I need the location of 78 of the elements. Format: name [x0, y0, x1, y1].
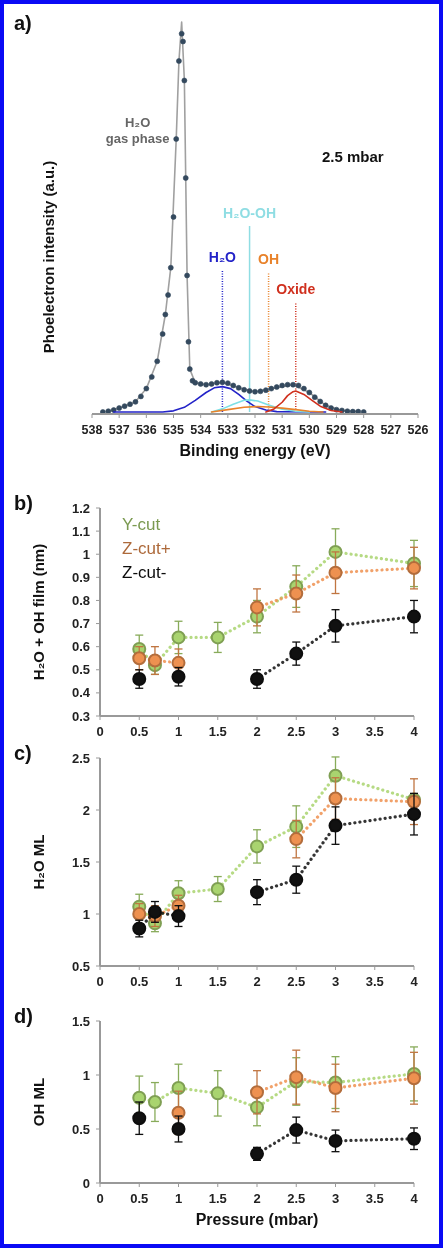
y-tick-label: 0.5 [71, 1121, 90, 1137]
y-tick-label: 1 [82, 906, 90, 922]
chart-title: b) [14, 492, 33, 514]
y-tick-label: 0.4 [71, 685, 91, 701]
x-tick-label: 2 [253, 724, 261, 739]
x-tick-label: 1 [174, 724, 183, 739]
x-tick-label: 3.5 [365, 1191, 384, 1206]
x-tick-label: 3.5 [365, 724, 384, 739]
ref-line-label: H₂O-OH [223, 205, 277, 221]
x-tick-label: 4 [410, 1191, 419, 1206]
x-tick-label: 526 [407, 423, 429, 437]
x-tick-label: 527 [380, 423, 402, 437]
x-tick-label: 529 [326, 423, 347, 437]
x-tick-label: 531 [271, 423, 293, 437]
y-tick-label: 0 [82, 1175, 90, 1191]
x-tick-label: 537 [108, 423, 130, 437]
y-tick-label: 0.5 [71, 662, 90, 678]
y-tick-label: 0.3 [71, 708, 90, 724]
text: Z-cut+ [122, 539, 171, 558]
y-tick-label: 0.9 [71, 569, 90, 585]
x-axis-title: Pressure (mbar) [195, 1211, 319, 1228]
x-tick-label: 532 [244, 423, 266, 437]
x-tick-label: 534 [190, 423, 212, 437]
y-tick-label: 0.6 [71, 639, 90, 655]
y-tick-label: 1 [82, 546, 90, 562]
x-tick-label: 3 [331, 724, 340, 739]
y-tick-label: 1.1 [71, 523, 90, 539]
y-tick-label: 2.5 [71, 750, 90, 766]
y-axis-title: Phoelectron intensity (a.u.) [40, 160, 57, 354]
y-tick-label: 2 [82, 802, 90, 818]
x-axis-title: Binding energy (eV) [179, 442, 331, 459]
chart-title: d) [14, 1005, 33, 1027]
x-tick-label: 1 [174, 974, 183, 989]
ref-line-label: Oxide [276, 281, 316, 297]
x-tick-label: 0 [96, 724, 104, 739]
x-tick-label: 0.5 [130, 1191, 149, 1206]
y-tick-label: 0.7 [71, 616, 90, 632]
x-tick-label: 3 [331, 974, 340, 989]
ref-line-label: H₂O [208, 249, 237, 265]
x-tick-label: 536 [135, 423, 157, 437]
x-tick-label: 0 [96, 974, 104, 989]
x-tick-label: 3 [331, 1191, 340, 1206]
y-axis-title: H₂O + OH film (nm) [30, 543, 47, 681]
y-tick-label: 1.5 [71, 1013, 90, 1029]
y-tick-label: 1 [82, 1067, 90, 1083]
x-tick-label: 1.5 [208, 724, 227, 739]
x-tick-label: 530 [298, 423, 320, 437]
x-tick-label: 2.5 [287, 974, 306, 989]
ref-line-label: OH [258, 251, 280, 267]
chart-title: a) [14, 12, 32, 34]
x-tick-label: 0.5 [130, 724, 149, 739]
y-tick-label: 1.2 [71, 500, 90, 516]
annotation: H₂O gas phase [105, 115, 170, 147]
annotation: 2.5 mbar [321, 148, 384, 166]
y-axis-title: OH ML [30, 1077, 47, 1127]
y-tick-label: 0.5 [71, 958, 90, 974]
x-tick-label: 0.5 [130, 974, 149, 989]
x-tick-label: 1 [174, 1191, 183, 1206]
x-tick-label: 535 [163, 423, 184, 437]
x-tick-label: 533 [217, 423, 239, 437]
x-tick-label: 4 [410, 724, 419, 739]
x-tick-label: 528 [353, 423, 375, 437]
x-tick-label: 2.5 [287, 1191, 306, 1206]
x-tick-label: 3.5 [365, 974, 384, 989]
text: Y-cut [122, 515, 161, 534]
y-tick-label: 1.5 [71, 854, 90, 870]
x-tick-label: 538 [81, 423, 103, 437]
x-tick-label: 2.5 [287, 724, 306, 739]
x-tick-label: 0 [96, 1191, 104, 1206]
y-tick-label: 0.8 [71, 592, 90, 608]
x-tick-label: 2 [253, 974, 261, 989]
text: Z-cut- [122, 563, 167, 582]
y-axis-title: H₂O ML [30, 834, 47, 890]
x-tick-label: 2 [253, 1191, 261, 1206]
chart-title: c) [14, 742, 32, 764]
x-tick-label: 1.5 [208, 974, 227, 989]
x-tick-label: 1.5 [208, 1191, 227, 1206]
x-tick-label: 4 [410, 974, 419, 989]
